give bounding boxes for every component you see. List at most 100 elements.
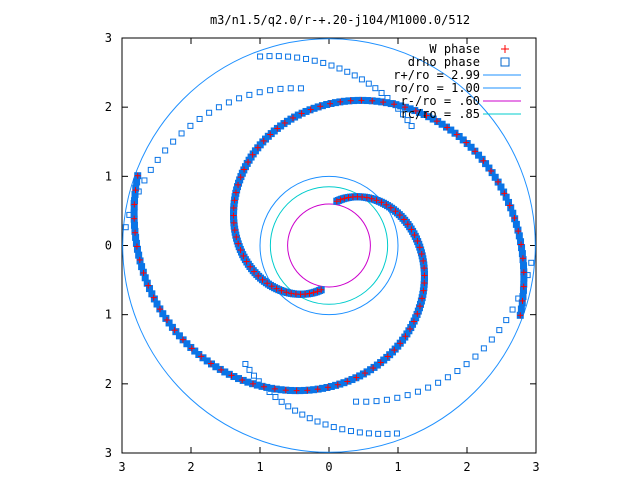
drho-point — [256, 89, 263, 96]
drho-point — [285, 53, 292, 60]
y-tick-label: 1 — [105, 308, 112, 322]
drho-point — [330, 424, 337, 431]
drho-point — [503, 317, 510, 324]
drho-point — [488, 336, 495, 343]
drho-point — [178, 130, 185, 137]
drho-point — [518, 250, 526, 258]
drho-point — [425, 384, 432, 391]
drho-point — [132, 233, 140, 241]
drho-point — [373, 398, 380, 405]
drho-point — [225, 99, 232, 106]
drho-point — [215, 104, 222, 111]
drho-point — [404, 117, 411, 124]
drho-point — [255, 378, 262, 385]
drho-point — [236, 95, 243, 102]
drho-point — [524, 272, 531, 279]
drho-point — [138, 263, 146, 271]
drho-point — [365, 80, 372, 87]
drho-point — [267, 87, 274, 94]
drho-point — [353, 398, 360, 405]
drho-point — [314, 418, 321, 425]
drho-point — [275, 53, 282, 60]
drho-point — [147, 166, 154, 173]
drho-point — [517, 305, 525, 313]
drho-point — [463, 140, 471, 148]
chart-title: m3/n1.5/q2.0/r-+.20-j104/M1000.0/512 — [210, 13, 470, 27]
drho-point — [384, 95, 391, 102]
drho-point — [454, 368, 461, 375]
drho-point — [320, 59, 327, 66]
drho-point — [126, 211, 133, 218]
drho-point — [154, 156, 161, 163]
y-tick-label: 2 — [105, 377, 112, 391]
drho-point — [347, 428, 354, 435]
drho-point — [322, 421, 329, 428]
drho-point — [311, 57, 318, 64]
drho-point — [162, 147, 169, 154]
x-tick-label: 0 — [325, 460, 332, 474]
drho-point — [336, 65, 343, 72]
drho-point — [303, 55, 310, 62]
drho-point — [518, 244, 526, 252]
drho-point — [285, 403, 292, 410]
drho-point — [528, 259, 535, 266]
drho-point — [122, 224, 129, 231]
ring-circle — [122, 38, 536, 453]
drho-point — [266, 388, 273, 395]
drho-point — [480, 345, 487, 352]
y-tick-label: 2 — [105, 100, 112, 114]
drho-point — [515, 295, 522, 302]
legend-label: r+/ro = 2.99 — [393, 68, 480, 82]
drho-point — [266, 53, 273, 60]
drho-point — [384, 430, 391, 437]
drho-point — [520, 262, 528, 270]
drho-point — [277, 85, 284, 92]
drho-point — [287, 85, 294, 92]
drho-point — [472, 353, 479, 360]
drho-point — [299, 411, 306, 418]
drho-point — [133, 245, 141, 253]
drho-point — [444, 374, 451, 381]
drho-point — [306, 415, 313, 422]
drho-point — [187, 122, 194, 129]
legend-label: r-/ro = .60 — [401, 94, 480, 108]
drho-point — [463, 361, 470, 368]
legend-label: rc/ro = .85 — [401, 107, 480, 121]
drho-point — [133, 178, 141, 186]
drho-point — [206, 109, 213, 116]
drho-point — [132, 239, 140, 247]
drho-point — [292, 407, 299, 414]
drho-point — [475, 151, 483, 159]
drho-point — [365, 430, 372, 437]
x-tick-label: 2 — [187, 460, 194, 474]
y-tick-label: 3 — [105, 31, 112, 45]
x-tick-label: 1 — [256, 460, 263, 474]
drho-point — [135, 251, 143, 259]
drho-point — [135, 188, 142, 195]
drho-point — [408, 123, 415, 130]
ring-circle — [259, 175, 399, 316]
drho-point — [272, 394, 279, 401]
drho-point — [395, 105, 402, 112]
drho-point — [404, 392, 411, 399]
drho-point — [363, 398, 370, 405]
drho-point — [356, 429, 363, 436]
drho-point — [242, 360, 249, 367]
drho-point — [328, 62, 335, 69]
drho-point — [515, 232, 523, 240]
points-layer — [122, 53, 535, 437]
drho-point — [187, 343, 195, 351]
drho-point — [383, 396, 390, 403]
ring-circle — [269, 186, 389, 305]
x-tick-label: 2 — [463, 460, 470, 474]
drho-point — [509, 306, 516, 313]
drho-point — [141, 177, 148, 184]
drho-point — [246, 91, 253, 98]
drho-point — [183, 340, 191, 348]
drho-point — [414, 388, 421, 395]
legend-label: ro/ro = 1.00 — [393, 81, 480, 95]
drho-point — [170, 138, 177, 145]
